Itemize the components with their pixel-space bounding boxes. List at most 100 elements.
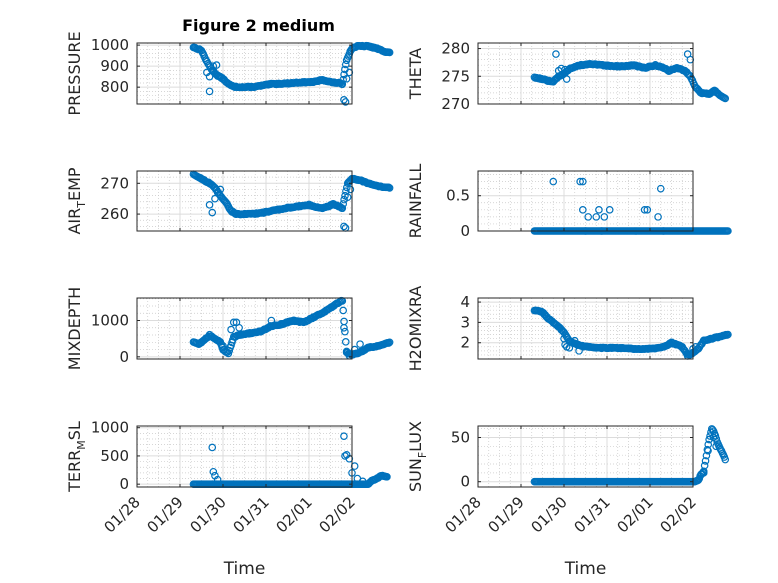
y-axis-label: RAINFALL	[406, 164, 425, 239]
data-point	[721, 94, 730, 103]
data-point	[340, 323, 348, 332]
data-point	[643, 206, 652, 214]
data-point	[341, 98, 350, 106]
axes-box	[477, 425, 694, 488]
y-tick-label: 0.5	[446, 187, 470, 205]
data-point	[552, 50, 560, 58]
data-point	[656, 184, 665, 193]
subplot-4: 0 0.5 RAINFALL	[406, 164, 732, 240]
axes-box	[477, 42, 694, 105]
data-point	[579, 206, 587, 214]
data-point	[346, 185, 355, 194]
data-point	[227, 325, 235, 334]
x-tick-label: 02/02	[657, 493, 700, 536]
subplot-2: 270 275 280 THETA	[406, 40, 730, 113]
data-point	[350, 345, 359, 354]
data-point	[212, 61, 221, 69]
subplot-6: 2 3 4 H2OMIXRA	[406, 286, 732, 372]
x-tick-label: 01/28	[101, 493, 144, 536]
data-point	[205, 201, 214, 209]
y-axis-label-part: EMP	[65, 167, 84, 201]
data-point	[343, 193, 352, 201]
subplot-1: 800 900 1000 PRESSURE Figure 2 medium	[65, 16, 394, 116]
y-axis-label: AIRTEMP	[65, 167, 88, 234]
x-tick-label: 02/02	[316, 493, 359, 536]
y-tick-label: 1000	[91, 312, 129, 330]
data-point	[340, 317, 348, 326]
data-point	[229, 318, 238, 327]
data-point	[341, 338, 350, 346]
y-tick-label: 800	[100, 78, 129, 96]
data-point	[562, 75, 571, 83]
data-point	[640, 206, 649, 214]
y-axis-label-part: SUN	[406, 458, 425, 492]
data-point	[579, 177, 587, 186]
data-point	[342, 74, 351, 83]
data-point	[385, 184, 394, 192]
data-point	[561, 65, 569, 74]
x-axis-label: Time	[564, 559, 607, 579]
data-point	[209, 62, 218, 70]
y-tick-label: 0	[119, 475, 129, 493]
data-point	[339, 75, 347, 84]
subplot-8: 01/28 01/29 01/30 01/31 02/01 02/02 0 50 SUNFLUX…	[406, 421, 730, 579]
axes-box	[477, 170, 694, 232]
data-point	[208, 208, 217, 217]
y-axis-label-part: LUX	[406, 421, 425, 452]
y-axis-label-part: PRESSURE	[65, 31, 84, 115]
data-point	[565, 344, 574, 352]
y-axis-label-part: M	[75, 440, 88, 450]
y-tick-label: 0	[119, 348, 129, 366]
data-point	[570, 336, 579, 345]
subplot-3: 260 270 AIRTEMP	[65, 167, 394, 235]
y-tick-label: 270	[441, 95, 470, 113]
y-tick-label: 1000	[91, 419, 129, 437]
data-point	[549, 177, 558, 186]
data-point	[340, 432, 348, 440]
data-point	[699, 469, 708, 477]
data-point	[704, 446, 712, 455]
data-point	[341, 224, 350, 232]
data-point	[385, 48, 394, 57]
x-tick-label: 01/31	[571, 493, 614, 536]
chart-title: Figure 2 medium	[182, 16, 335, 35]
data-point	[705, 435, 713, 444]
y-axis-label-part: H2OMIXRA	[406, 286, 425, 372]
y-axis-label-part: RAINFALL	[406, 164, 425, 239]
data-point	[605, 206, 614, 214]
x-tick-label: 02/01	[614, 493, 657, 536]
y-tick-label: 275	[441, 67, 470, 85]
data-point	[584, 213, 592, 221]
data-point	[209, 467, 218, 476]
data-point	[384, 339, 393, 347]
data-point	[350, 462, 359, 470]
y-tick-label: 1000	[91, 36, 129, 54]
y-axis-label: PRESSURE	[65, 31, 84, 115]
data-point	[575, 347, 583, 355]
data-point	[592, 213, 601, 221]
data-point	[205, 87, 214, 96]
data-point	[267, 316, 276, 325]
data-point	[208, 443, 217, 452]
data-point	[654, 213, 662, 221]
data-point	[340, 95, 348, 104]
data-point	[576, 177, 584, 186]
data-point	[216, 185, 225, 194]
data-point	[724, 330, 732, 339]
data-point	[225, 346, 234, 355]
y-axis-label-part: AIR	[65, 208, 84, 235]
y-tick-label: 50	[451, 428, 470, 446]
x-tick-label: 01/28	[442, 493, 485, 536]
y-axis-label: TERRMSL	[65, 421, 88, 493]
data-point	[211, 194, 219, 203]
x-tick-label: 01/30	[528, 493, 571, 536]
axes-box	[136, 297, 353, 360]
data-point	[341, 327, 349, 336]
y-tick-label: 280	[441, 40, 470, 58]
data-point	[724, 227, 732, 235]
x-tick-label: 01/29	[485, 493, 528, 536]
data-point	[340, 222, 348, 231]
x-axis-label: Time	[223, 559, 266, 579]
y-axis-label-part: T	[75, 201, 88, 209]
